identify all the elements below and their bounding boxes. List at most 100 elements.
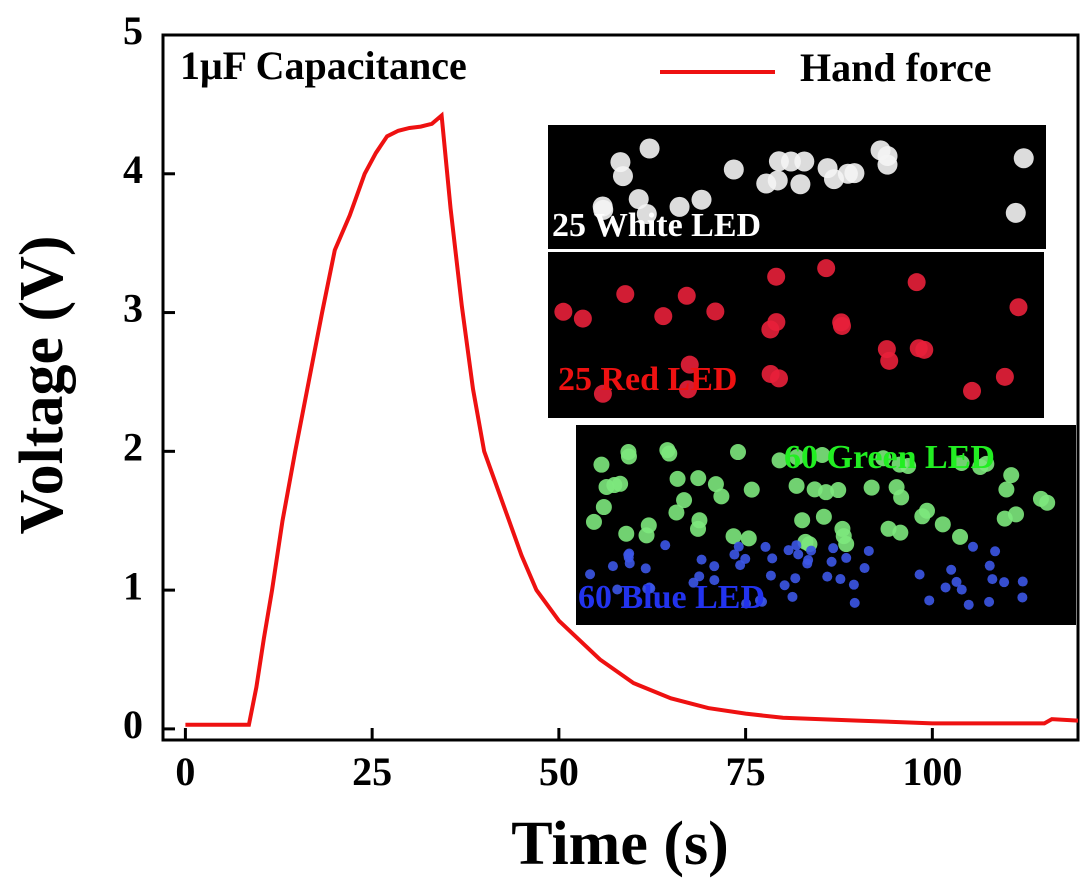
x-tick-label: 75 [726, 749, 766, 794]
led-dot [765, 570, 776, 581]
led-dot [593, 456, 610, 473]
led-dot [817, 158, 838, 179]
led-dot [612, 584, 623, 595]
led-dot [680, 355, 699, 374]
led-dot [900, 458, 917, 475]
x-tick-label: 25 [352, 749, 392, 794]
led-dot [585, 569, 596, 580]
led-dot [690, 470, 707, 487]
led-dot [691, 189, 712, 210]
led-dot [963, 599, 974, 610]
led-dot [733, 541, 744, 552]
led-dot [826, 556, 837, 567]
led-dot [963, 381, 982, 400]
led-dot [691, 512, 708, 529]
led-dot [624, 548, 635, 559]
led-dot [788, 477, 805, 494]
green-led-label: 60 Green LED [784, 439, 995, 476]
led-dot [638, 527, 655, 544]
led-dot [790, 573, 801, 584]
led-dot [818, 484, 835, 501]
led-dot [707, 476, 724, 493]
led-dot [616, 285, 635, 304]
led-dot [888, 479, 905, 496]
led-dot [654, 307, 673, 326]
led-dot [849, 597, 860, 608]
led-dot [787, 591, 798, 602]
led-dot [990, 546, 1001, 557]
led-dot [940, 582, 951, 593]
led-insets [548, 125, 1076, 625]
led-dot [844, 163, 865, 184]
x-tick-label: 50 [539, 749, 579, 794]
led-dot [875, 450, 892, 467]
led-dot [998, 481, 1015, 498]
x-tick-label: 100 [902, 749, 962, 794]
led-dot [815, 508, 832, 525]
white-led-label: 25 White LED [552, 207, 761, 244]
led-dot [713, 488, 730, 505]
led-dot [669, 196, 690, 217]
led-dot [790, 174, 811, 195]
led-dot [628, 189, 649, 210]
led-dot [668, 504, 685, 521]
led-dot [951, 576, 962, 587]
legend-label: Hand force [800, 45, 991, 90]
led-dot [967, 541, 978, 552]
red-led-photo [548, 252, 1044, 418]
led-dot [877, 154, 898, 175]
led-dot [725, 528, 742, 545]
led-dot [767, 267, 786, 286]
led-dot [696, 554, 707, 565]
led-dot [598, 478, 615, 495]
led-dot [1005, 202, 1026, 223]
led-dot [918, 502, 935, 519]
led-dot [987, 574, 998, 585]
led-dot [838, 536, 855, 553]
led-dot [676, 492, 693, 509]
led-dot [669, 470, 686, 487]
led-dot [709, 575, 720, 586]
led-dot [706, 302, 725, 321]
x-axis-label: Time (s) [511, 810, 729, 878]
led-dot [760, 541, 771, 552]
led-dot [660, 540, 671, 551]
led-dot [984, 560, 995, 571]
led-dot [832, 316, 851, 335]
led-dot [767, 313, 786, 332]
y-tick-label: 1 [123, 563, 143, 608]
led-dot [791, 540, 802, 551]
led-dot [828, 543, 839, 554]
led-dot [709, 561, 720, 572]
led-dot [835, 574, 846, 585]
led-dot [554, 302, 573, 321]
y-tick-label: 2 [123, 425, 143, 470]
led-dot [946, 564, 957, 575]
led-dot [679, 380, 698, 399]
led-dot [624, 558, 635, 569]
led-dot [595, 499, 612, 516]
red-led-label: 25 Red LED [558, 361, 737, 398]
led-dot [767, 553, 778, 564]
led-dot [729, 444, 746, 461]
led-dot [593, 384, 612, 403]
blue-led-label: 60 Blue LED [578, 579, 765, 616]
led-dot [743, 481, 760, 498]
led-dot [859, 563, 870, 574]
led-dot [756, 173, 777, 194]
led-dot [924, 595, 935, 606]
led-dot [1017, 592, 1028, 603]
led-dot [841, 552, 852, 563]
led-dot [688, 577, 699, 588]
led-dot [934, 516, 951, 533]
led-dot [612, 166, 633, 187]
led-dot [741, 598, 752, 609]
led-dot [863, 479, 880, 496]
plot-frame [161, 33, 1080, 742]
led-dot [1013, 148, 1034, 169]
led-dot [783, 545, 794, 556]
led-dot [788, 449, 805, 466]
x-tick-label: 0 [175, 749, 195, 794]
led-dot [996, 510, 1013, 527]
led-dot [806, 545, 817, 556]
